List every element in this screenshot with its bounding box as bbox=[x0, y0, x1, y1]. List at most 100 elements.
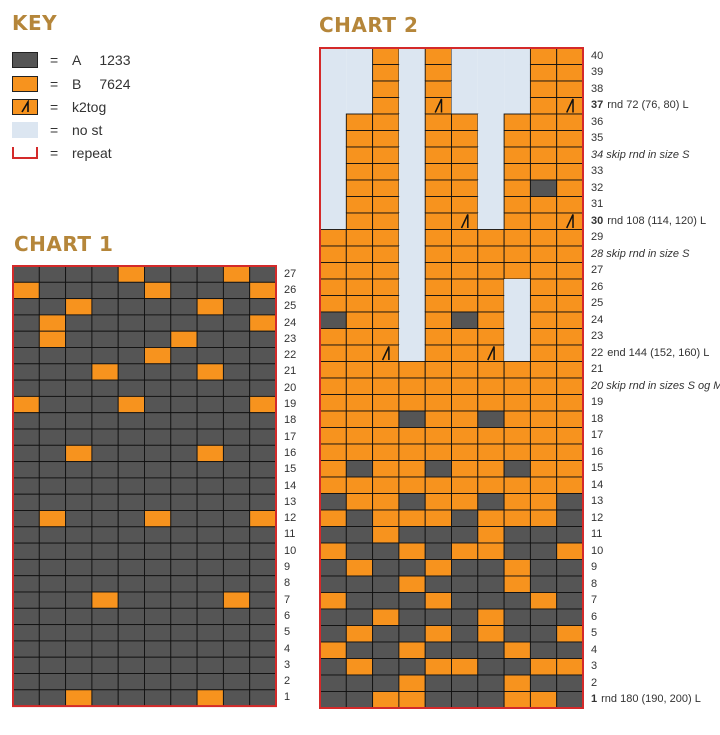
cell-color-a bbox=[249, 689, 277, 707]
cell-color-a bbox=[170, 265, 198, 283]
cell-color-b bbox=[398, 575, 426, 593]
cell-color-a bbox=[65, 330, 93, 348]
row-number: 5 bbox=[591, 627, 598, 640]
row-label: 7 bbox=[284, 594, 290, 607]
cell-color-a bbox=[529, 179, 558, 197]
row-number: 40 bbox=[591, 49, 604, 62]
cell-color-a bbox=[345, 575, 374, 593]
cell-color-b bbox=[372, 64, 400, 82]
cell-color-a bbox=[144, 493, 172, 511]
cell-color-b bbox=[424, 328, 452, 346]
cell-color-a bbox=[424, 542, 452, 560]
cell-color-a bbox=[91, 526, 119, 544]
cell-color-a bbox=[249, 656, 277, 674]
row-number: 32 bbox=[591, 181, 604, 194]
cell-color-b bbox=[398, 427, 426, 445]
cell-color-a bbox=[249, 673, 277, 691]
cell-color-a bbox=[477, 592, 505, 610]
cell-color-b bbox=[345, 328, 374, 346]
row-label: 13 bbox=[284, 496, 296, 509]
cell-color-b bbox=[451, 361, 479, 379]
cell-color-b bbox=[451, 262, 479, 280]
cell-color-b bbox=[529, 229, 558, 247]
cell-color-a bbox=[12, 428, 40, 446]
cell-color-b bbox=[529, 443, 558, 461]
cell-color-b bbox=[319, 427, 347, 445]
cell-color-b bbox=[345, 361, 374, 379]
cell-color-a bbox=[38, 298, 67, 316]
cell-color-a bbox=[319, 625, 347, 643]
cell-color-a bbox=[91, 412, 119, 430]
cell-color-b bbox=[451, 658, 479, 676]
cell-color-a bbox=[117, 347, 145, 365]
cell-color-b bbox=[249, 314, 277, 332]
no-stitch-cell bbox=[477, 180, 505, 197]
cell-color-a bbox=[451, 641, 479, 659]
cell-color-a bbox=[249, 477, 277, 495]
cell-color-a bbox=[38, 281, 67, 300]
key-eq: = bbox=[50, 145, 59, 161]
cell-color-b bbox=[170, 330, 198, 348]
no-stitch-cell bbox=[398, 180, 426, 197]
no-stitch-cell bbox=[398, 163, 426, 180]
row-number: 23 bbox=[591, 330, 604, 343]
cell-color-a bbox=[65, 640, 93, 658]
cell-color-b bbox=[424, 377, 452, 395]
cell-color-a bbox=[249, 428, 277, 446]
no-stitch-cell bbox=[398, 246, 426, 263]
cell-color-a bbox=[222, 689, 251, 707]
no-stitch-cell bbox=[477, 130, 505, 147]
cell-color-a bbox=[170, 510, 198, 528]
cell-color-a bbox=[222, 624, 251, 642]
cell-color-b bbox=[477, 608, 505, 626]
cell-color-b bbox=[372, 278, 400, 296]
row-number: 11 bbox=[591, 528, 603, 541]
cell-color-b bbox=[503, 427, 531, 445]
cell-color-b bbox=[372, 179, 400, 197]
cell-color-a bbox=[65, 510, 93, 528]
cell-color-b bbox=[477, 443, 505, 461]
no-stitch-cell bbox=[398, 64, 426, 81]
cell-color-b bbox=[345, 344, 374, 362]
cell-color-a bbox=[345, 641, 374, 659]
cell-color-b bbox=[451, 394, 479, 412]
row-number: 5 bbox=[284, 626, 291, 639]
cell-color-a bbox=[477, 691, 505, 709]
cell-color-b bbox=[451, 146, 479, 164]
key-label-k2tog: k2tog bbox=[72, 99, 107, 115]
row-label: 25 bbox=[284, 300, 296, 313]
cell-color-a bbox=[117, 444, 145, 463]
cell-color-a bbox=[91, 542, 119, 560]
cell-color-a bbox=[222, 510, 251, 528]
row-number: 21 bbox=[591, 363, 604, 376]
row-label: 37 rnd 72 (76, 80) L bbox=[591, 99, 689, 112]
cell-color-a bbox=[249, 412, 277, 430]
row-label: 11 bbox=[284, 528, 295, 541]
cell-color-b bbox=[372, 47, 400, 65]
cell-color-a bbox=[424, 575, 452, 593]
cell-color-a bbox=[144, 330, 172, 348]
cell-color-a bbox=[65, 428, 93, 446]
cell-color-b bbox=[451, 229, 479, 247]
cell-color-b bbox=[451, 443, 479, 461]
cell-color-b bbox=[372, 394, 400, 412]
cell-color-b bbox=[319, 394, 347, 412]
cell-color-b bbox=[529, 130, 558, 148]
row-number: 26 bbox=[284, 283, 297, 296]
chart2-title: CHART 2 bbox=[319, 13, 419, 37]
row-number: 35 bbox=[591, 132, 604, 145]
cell-color-b bbox=[477, 295, 505, 313]
no-stitch-cell bbox=[320, 130, 347, 147]
cell-color-a bbox=[372, 674, 400, 692]
row-number: 18 bbox=[591, 412, 604, 425]
cell-color-b bbox=[529, 212, 558, 230]
cell-color-b bbox=[319, 443, 347, 461]
cell-color-a bbox=[144, 526, 172, 544]
cell-color-a bbox=[65, 412, 93, 430]
no-stitch-cell bbox=[504, 97, 531, 114]
cell-color-a bbox=[249, 379, 277, 397]
cell-color-a bbox=[38, 673, 67, 691]
row-number: 2 bbox=[284, 675, 291, 688]
cell-color-b bbox=[477, 476, 505, 494]
cell-color-b bbox=[196, 444, 224, 463]
